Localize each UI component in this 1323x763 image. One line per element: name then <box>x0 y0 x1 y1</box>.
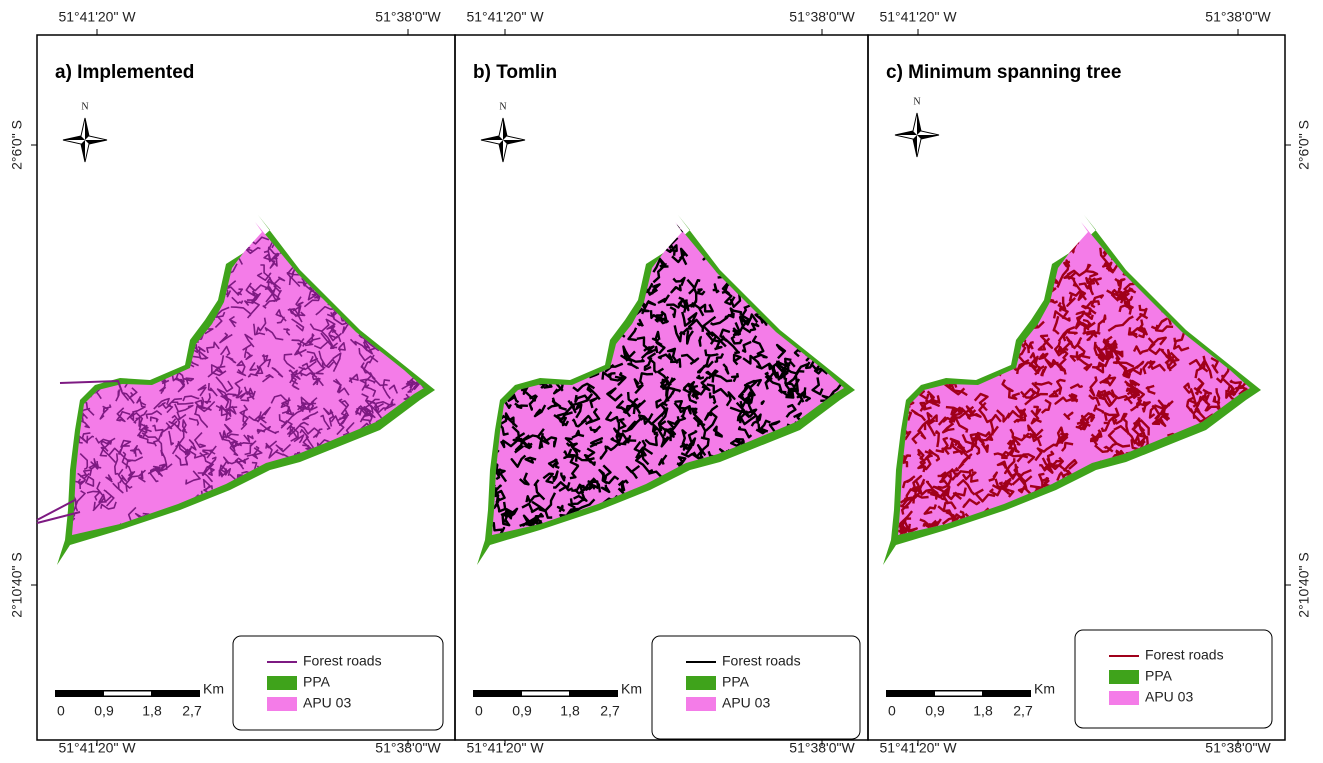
map-figure: a) ImplementedN00,91,82,7KmForest roadsP… <box>0 0 1323 763</box>
longitude-label: 51°41'20" W <box>58 9 136 25</box>
scale-label: 0,9 <box>512 703 532 719</box>
scale-bar-segment <box>104 692 151 696</box>
panel-title: a) Implemented <box>55 62 194 83</box>
legend-box <box>233 636 443 730</box>
legend-swatch <box>1109 691 1139 705</box>
scale-label: 2,7 <box>600 703 620 719</box>
scale-label: 1,8 <box>142 703 162 719</box>
north-label: N <box>499 101 506 112</box>
legend-label: Forest roads <box>303 653 382 669</box>
scale-label: 0,9 <box>925 703 945 719</box>
scale-unit: Km <box>621 681 642 697</box>
scale-unit: Km <box>203 681 224 697</box>
legend-label: PPA <box>1145 668 1173 684</box>
north-label: N <box>913 96 920 107</box>
longitude-label: 51°38'0"W <box>1205 9 1271 25</box>
longitude-label: 51°41'20" W <box>879 9 957 25</box>
scale-bar-segment <box>935 692 982 696</box>
legend-label: PPA <box>303 674 331 690</box>
panel-title: b) Tomlin <box>473 62 557 83</box>
legend-label: APU 03 <box>1145 689 1193 705</box>
scale-label: 2,7 <box>1013 703 1033 719</box>
scale-label: 1,8 <box>560 703 580 719</box>
legend-label: APU 03 <box>722 695 770 711</box>
scale-label: 0 <box>888 703 896 719</box>
legend-box <box>652 636 860 739</box>
longitude-label: 51°38'0"W <box>789 9 855 25</box>
legend-label: PPA <box>722 674 750 690</box>
scale-label: 0 <box>475 703 483 719</box>
legend-swatch <box>267 676 297 690</box>
scale-label: 0,9 <box>94 703 114 719</box>
legend-swatch <box>1109 670 1139 684</box>
legend-swatch <box>686 676 716 690</box>
scale-label: 2,7 <box>182 703 202 719</box>
legend-label: APU 03 <box>303 695 351 711</box>
scale-label: 1,8 <box>973 703 993 719</box>
longitude-label: 51°38'0"W <box>375 9 441 25</box>
north-label: N <box>81 101 88 112</box>
latitude-label: 2°10'40" S <box>1296 552 1312 617</box>
legend-swatch <box>686 697 716 711</box>
panel-title: c) Minimum spanning tree <box>886 62 1121 83</box>
scale-unit: Km <box>1034 681 1055 697</box>
latitude-label: 2°10'40" S <box>9 552 25 617</box>
latitude-label: 2°6'0" S <box>9 120 25 170</box>
legend-label: Forest roads <box>1145 647 1224 663</box>
legend-swatch <box>267 697 297 711</box>
longitude-label: 51°41'20" W <box>466 9 544 25</box>
latitude-label: 2°6'0" S <box>1296 120 1312 170</box>
legend-box <box>1075 630 1272 728</box>
scale-label: 0 <box>57 703 65 719</box>
legend-label: Forest roads <box>722 653 801 669</box>
scale-bar-segment <box>522 692 569 696</box>
